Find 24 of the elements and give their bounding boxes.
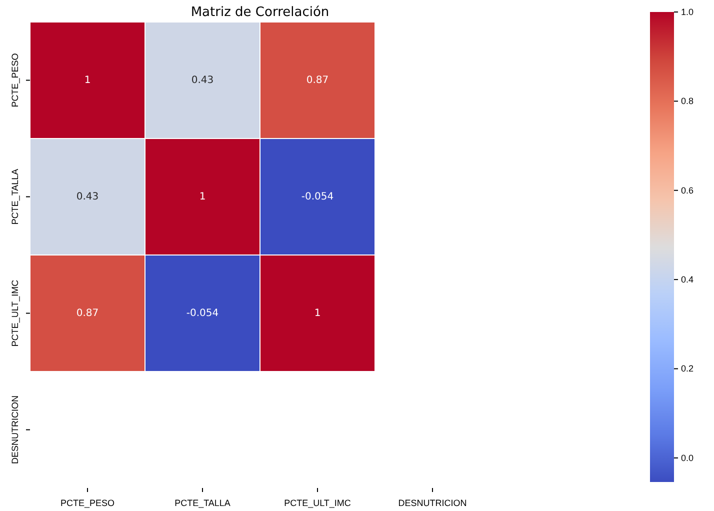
color-bar-label: 0.4 <box>681 274 694 284</box>
data-label: 0.43 <box>191 74 214 86</box>
data-label: 0.43 <box>76 191 99 202</box>
y-tick-label: PCTE_PESO <box>10 53 20 108</box>
color-bar-label: 0.6 <box>681 185 694 196</box>
data-label: 1 <box>84 74 91 86</box>
data-label: 0.87 <box>76 308 99 319</box>
data-label: -0.054 <box>186 308 219 319</box>
color-bar-label: 0.8 <box>681 96 694 106</box>
color-bar-label: 0.2 <box>681 364 694 374</box>
chart-title: Matriz de Correlación <box>190 5 330 20</box>
x-tick-label: PCTE_PESO <box>60 498 115 508</box>
x-tick-label: PCTE_ULT_IMC <box>284 498 352 508</box>
data-label: -0.054 <box>301 191 334 202</box>
color-bar-label: 1.0 <box>681 6 694 17</box>
data-label: 1 <box>314 308 321 319</box>
y-tick-label: DESNUTRICION <box>10 395 20 464</box>
color-bar-label: 0.0 <box>681 452 694 463</box>
x-tick-label: PCTE_TALLA <box>174 498 230 508</box>
y-tick-label: PCTE_TALLA <box>10 168 20 225</box>
data-label: 0.87 <box>306 74 329 86</box>
x-tick-label: DESNUTRICION <box>398 498 467 508</box>
y-tick-label: PCTE_ULT_IMC <box>10 279 20 347</box>
data-label: 1 <box>199 191 206 202</box>
